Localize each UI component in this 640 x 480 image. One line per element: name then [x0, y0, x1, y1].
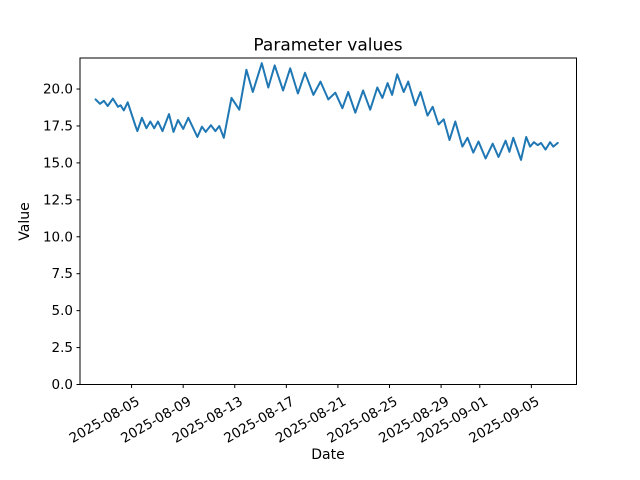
plot-area: [80, 58, 577, 385]
y-tick-label: 20.0: [43, 82, 73, 98]
chart-title: Parameter values: [253, 36, 402, 56]
y-tick-label: 7.5: [52, 266, 73, 282]
x-axis-label: Date: [311, 447, 344, 463]
y-axis-label: Value: [17, 202, 33, 240]
y-tick-label: 2.5: [52, 340, 73, 356]
y-tick-label: 5.0: [52, 303, 73, 319]
x-axis: 2025-08-052025-08-092025-08-132025-08-17…: [67, 384, 542, 447]
y-tick-label: 0.0: [52, 377, 73, 393]
y-tick-label: 10.0: [43, 229, 73, 245]
axes-spines: [79, 57, 577, 385]
y-axis: 0.0 2.5 5.0 7.5 10.0 12.5 15.0 17.5 20.0: [43, 82, 80, 393]
y-tick-label: 17.5: [43, 118, 73, 134]
y-tick-label: 15.0: [43, 155, 73, 171]
series-line: [94, 62, 559, 161]
y-tick-label: 12.5: [43, 192, 73, 208]
series-group: [94, 62, 559, 161]
